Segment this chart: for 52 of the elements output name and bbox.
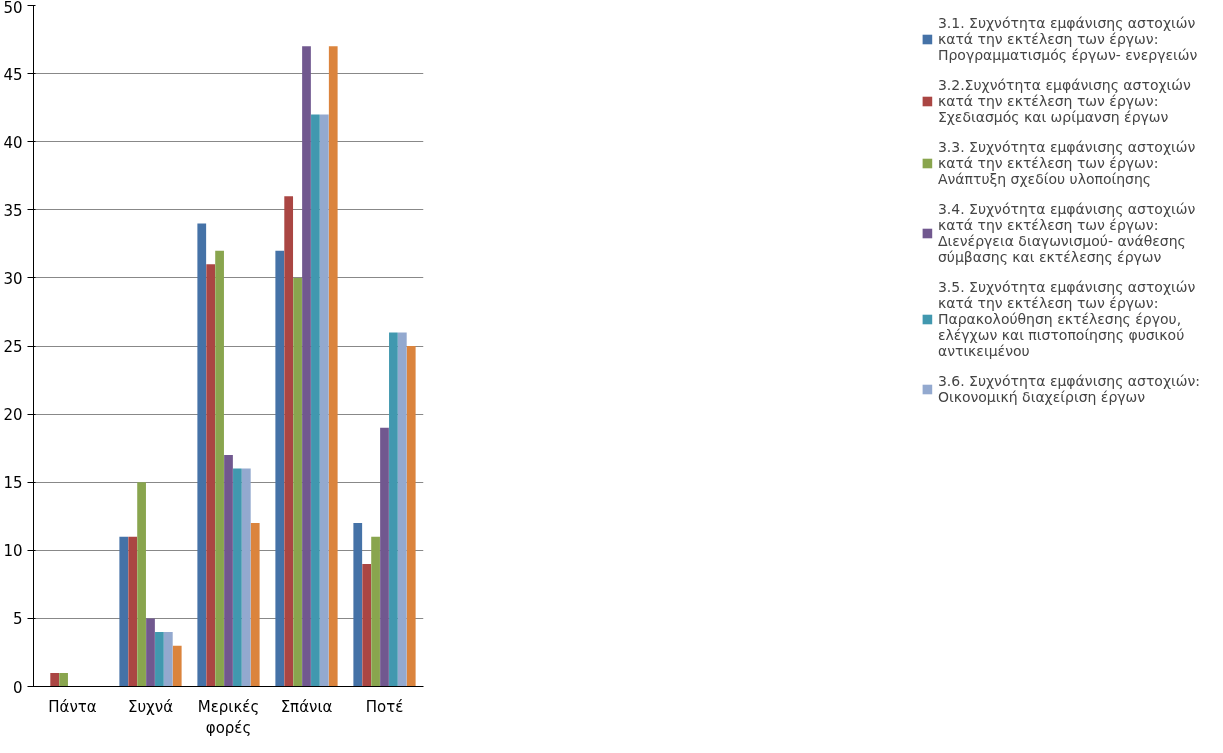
y-tick-label: 30 — [3, 269, 23, 288]
y-tick-label: 35 — [3, 201, 23, 220]
bar — [311, 114, 320, 687]
legend-label: 3.5. Συχνότητα εμφάνισης αστοχιών κατά την εκτέλεση των έργων: Παρακολούθηση εκτέλεσης έργου, ελέγχων και πιστοποίησης φυσικού αντικειμένου — [937, 279, 1196, 359]
x-tick-label: Ποτέ — [365, 697, 404, 716]
bar — [241, 468, 251, 687]
y-tick-label: 45 — [3, 65, 23, 84]
x-tick-label: Πάντα — [48, 697, 97, 716]
bar — [328, 46, 338, 687]
bar — [371, 536, 380, 687]
bar — [353, 523, 363, 687]
bar — [293, 277, 302, 687]
bar — [128, 536, 138, 687]
legend-label: 3.3. Συχνότητα εμφάνισης αστοχιών κατά την εκτέλεση των έργων: Ανάπτυξη σχεδίου υλοποίησης — [937, 139, 1196, 187]
bar — [406, 346, 416, 687]
y-tick-label: 0 — [12, 678, 23, 697]
y-tick-label: 10 — [3, 542, 23, 561]
bar — [119, 536, 129, 687]
bar — [172, 645, 182, 687]
bar — [50, 672, 60, 687]
bar — [319, 114, 329, 687]
bar — [397, 332, 407, 687]
bar — [362, 563, 372, 687]
bar — [197, 223, 207, 687]
bar — [250, 523, 260, 687]
bar — [284, 196, 294, 687]
legend-label: 3.1. Συχνότητα εμφάνισης αστοχιών κατά την εκτέλεση των έργων: Προγραμματισμός έργων- ενεργειών — [937, 15, 1198, 63]
bar — [163, 632, 173, 687]
y-tick-label: 40 — [3, 133, 23, 152]
y-tick-label: 50 — [3, 0, 23, 17]
y-tick-label: 5 — [12, 610, 23, 629]
bar — [233, 468, 242, 687]
bar — [206, 264, 216, 687]
legend-label: 3.2.Συχνότητα εμφάνισης αστοχιών κατά την εκτέλεση των έργων: Σχεδιασμός και ωρίμανση έργων — [937, 77, 1191, 125]
bar — [137, 482, 146, 687]
y-tick-label: 20 — [3, 406, 23, 425]
bar — [146, 618, 155, 687]
bar — [380, 427, 389, 687]
bar — [215, 250, 224, 687]
bar — [302, 46, 311, 687]
bar — [389, 332, 398, 687]
bar — [59, 672, 68, 687]
x-tick-label: Συχνά — [127, 697, 174, 716]
y-tick-label: 25 — [3, 338, 23, 356]
legend-label: 3.6. Συχνότητα εμφάνισης αστοχιών: Οικονομική διαχείριση έργων — [937, 373, 1200, 405]
y-tick-label: 15 — [3, 474, 23, 493]
bar — [155, 632, 164, 687]
x-tick-label: Μερικές φορές — [197, 697, 260, 738]
legend-label: 3.4. Συχνότητα εμφάνισης αστοχιών κατά την εκτέλεση των έργων: Διενέργεια διαγωνισμού- ανάθεσης σύμβασης και εκτέλεσης έργων — [937, 201, 1196, 265]
x-tick-label: Σπάνια — [280, 697, 333, 716]
bar — [275, 250, 285, 687]
bar — [224, 454, 233, 687]
